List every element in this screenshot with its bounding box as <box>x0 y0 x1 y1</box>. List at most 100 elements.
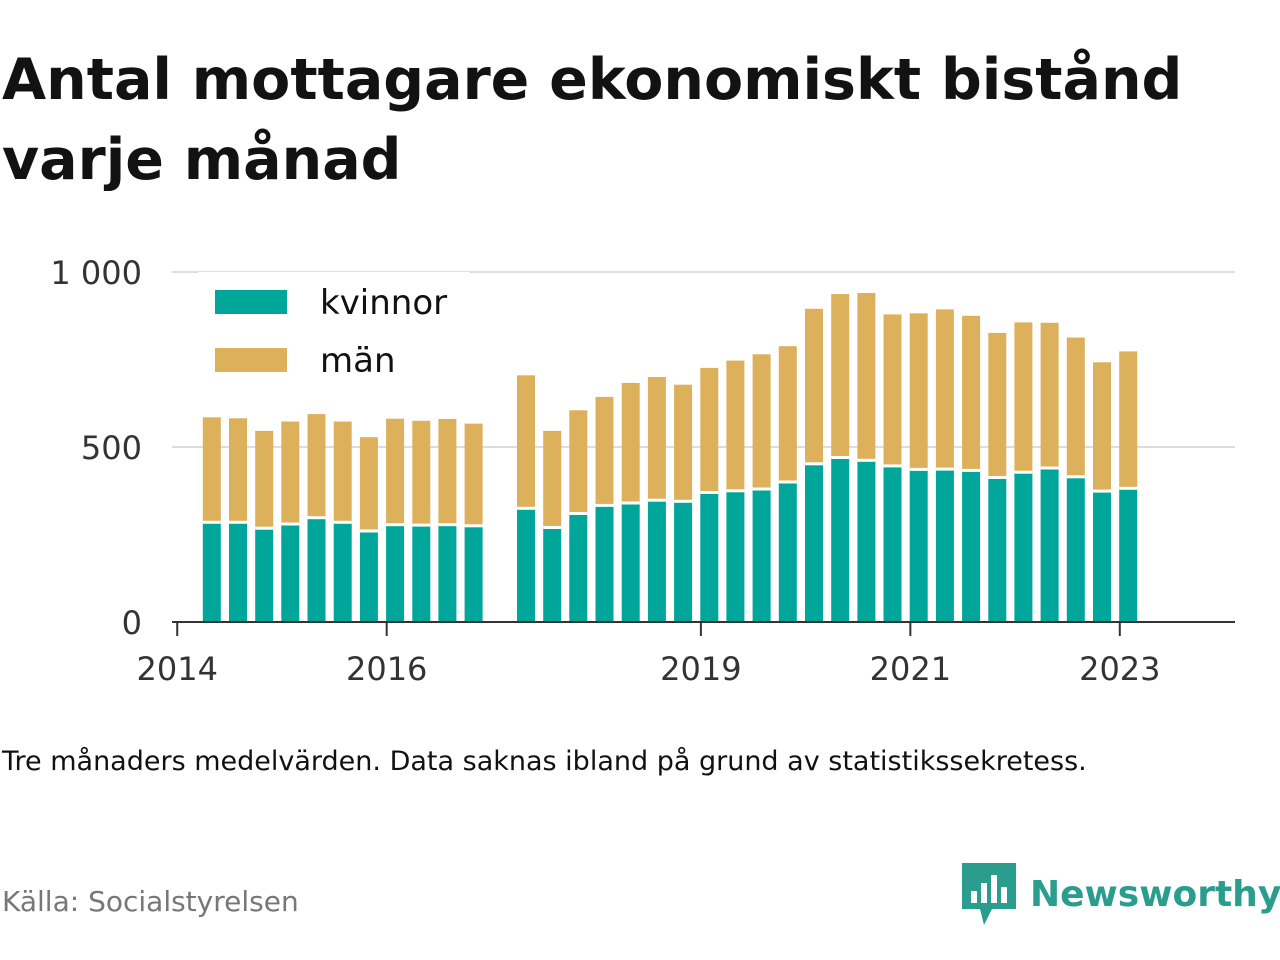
y-tick-label: 0 <box>122 604 142 642</box>
bar-segment-kvinnor <box>935 469 954 622</box>
bar-segment-kvinnor <box>307 517 326 622</box>
bar-segment-man <box>778 346 797 482</box>
newsworthy-chart-icon <box>962 863 1016 925</box>
bar-separator <box>517 506 535 510</box>
bar-segment-kvinnor <box>595 505 614 622</box>
bar-separator <box>281 522 300 526</box>
bar-segment-kvinnor <box>281 524 300 622</box>
bar-segment-man <box>229 418 247 523</box>
bar-segment-man <box>700 367 719 493</box>
source-label: Källa: Socialstyrelsen <box>2 885 299 918</box>
bar-segment-man <box>1066 337 1085 477</box>
bar-segment-kvinnor <box>255 528 274 622</box>
bar-separator <box>1119 486 1138 490</box>
bar-separator <box>752 487 771 491</box>
bar-segment-man <box>569 410 588 514</box>
bar-segment-kvinnor <box>1066 476 1085 623</box>
bar-segment-kvinnor <box>1040 468 1059 622</box>
brand-name: Newsworthy <box>1030 873 1280 915</box>
bar-segment-kvinnor <box>700 492 719 622</box>
x-tick-label: 2014 <box>137 650 218 688</box>
bar-segment-kvinnor <box>1119 488 1138 622</box>
bar-separator <box>674 499 693 503</box>
legend-swatch-man <box>215 348 287 372</box>
bar-segment-man <box>805 308 823 464</box>
bar-separator <box>1145 230 1164 233</box>
bar-separator <box>1066 475 1085 479</box>
bar-segment-man <box>674 384 693 502</box>
bar-separator <box>464 524 483 528</box>
newsworthy-logo: Newsworthy <box>962 862 1280 926</box>
bar-separator <box>595 503 614 507</box>
bar-separator <box>412 523 431 527</box>
bar-separator <box>569 512 588 515</box>
bar-separator <box>988 476 1007 479</box>
bar-segment-kvinnor <box>569 513 588 622</box>
bar-segment-kvinnor <box>359 531 378 622</box>
bar-separator <box>805 462 823 466</box>
bar-segment-kvinnor <box>909 469 928 622</box>
bar-segment-kvinnor <box>543 527 562 622</box>
bar-segment-kvinnor <box>752 489 771 622</box>
bar-segment-man <box>647 377 666 501</box>
bar-separator <box>333 520 352 524</box>
bar-separator <box>621 501 640 505</box>
bar-segment-man <box>857 293 876 461</box>
bar-segment-man <box>359 437 378 531</box>
bar-segment-man <box>595 396 614 506</box>
bar-separator <box>857 458 876 462</box>
bar-segment-kvinnor <box>202 522 221 623</box>
bar-separator <box>229 520 247 524</box>
bar-segment-kvinnor <box>386 524 405 622</box>
bar-segment-man <box>517 375 535 509</box>
bar-separator <box>700 491 719 494</box>
bar-separator <box>543 526 562 529</box>
legend-swatch-kvinnor <box>215 290 287 314</box>
bar-segment-kvinnor <box>726 490 745 623</box>
bar-segment-kvinnor <box>464 525 483 623</box>
stacked-bar-chart: 0 500 1 000 2014 2016 2019 2021 2023 kvinnor mä… <box>50 230 1235 688</box>
bar-separator <box>831 456 850 459</box>
bar-separator <box>883 464 902 468</box>
bar-segment-kvinnor <box>778 482 797 622</box>
bar-separator <box>255 526 274 530</box>
x-tick-label: 2023 <box>1079 650 1160 688</box>
bar-segment-man <box>621 382 640 503</box>
bar-segment-man <box>464 423 483 526</box>
bar-segment-man <box>726 360 745 491</box>
chart-title: Antal mottagare ekonomiskt bistånd varje… <box>2 47 1183 193</box>
bar-segment-kvinnor <box>962 470 981 622</box>
bar-segment-kvinnor <box>1014 472 1033 622</box>
bar-segment-man <box>1093 362 1111 492</box>
bar-segment-man <box>752 354 771 490</box>
bar-separator <box>386 523 405 527</box>
legend-label-kvinnor: kvinnor <box>320 283 447 323</box>
bar-segment-kvinnor <box>1093 491 1111 622</box>
bar-separator <box>307 516 326 520</box>
x-tick-label: 2016 <box>346 650 427 688</box>
bar-segment-man <box>386 418 405 525</box>
chart-note: Tre månaders medelvärden. Data saknas ib… <box>2 746 1087 777</box>
bar-separator <box>1093 489 1111 493</box>
bar-segment-kvinnor <box>805 463 823 622</box>
bar-segment-kvinnor <box>988 477 1007 622</box>
legend-label-man: män <box>320 341 396 381</box>
bar-segment-kvinnor <box>412 525 431 622</box>
bar-segment-man <box>935 309 954 469</box>
y-tick-label: 500 <box>81 429 142 467</box>
legend: kvinnor män <box>198 272 470 394</box>
bar-segment-man <box>883 314 902 466</box>
x-tick-label: 2019 <box>660 650 741 688</box>
bar-segment-man <box>438 419 457 525</box>
bar-segment-man <box>281 421 300 524</box>
bar-separator <box>202 520 221 524</box>
bar-segment-man <box>255 430 274 529</box>
bar-segment-man <box>988 332 1007 478</box>
y-tick-label: 1 000 <box>50 254 142 292</box>
bar-segment-man <box>307 414 326 518</box>
bar-separator <box>726 489 745 493</box>
bar-separator <box>359 529 378 533</box>
bar-segment-kvinnor <box>517 508 535 623</box>
x-tick-label: 2021 <box>870 650 951 688</box>
bar-separator <box>438 523 457 527</box>
